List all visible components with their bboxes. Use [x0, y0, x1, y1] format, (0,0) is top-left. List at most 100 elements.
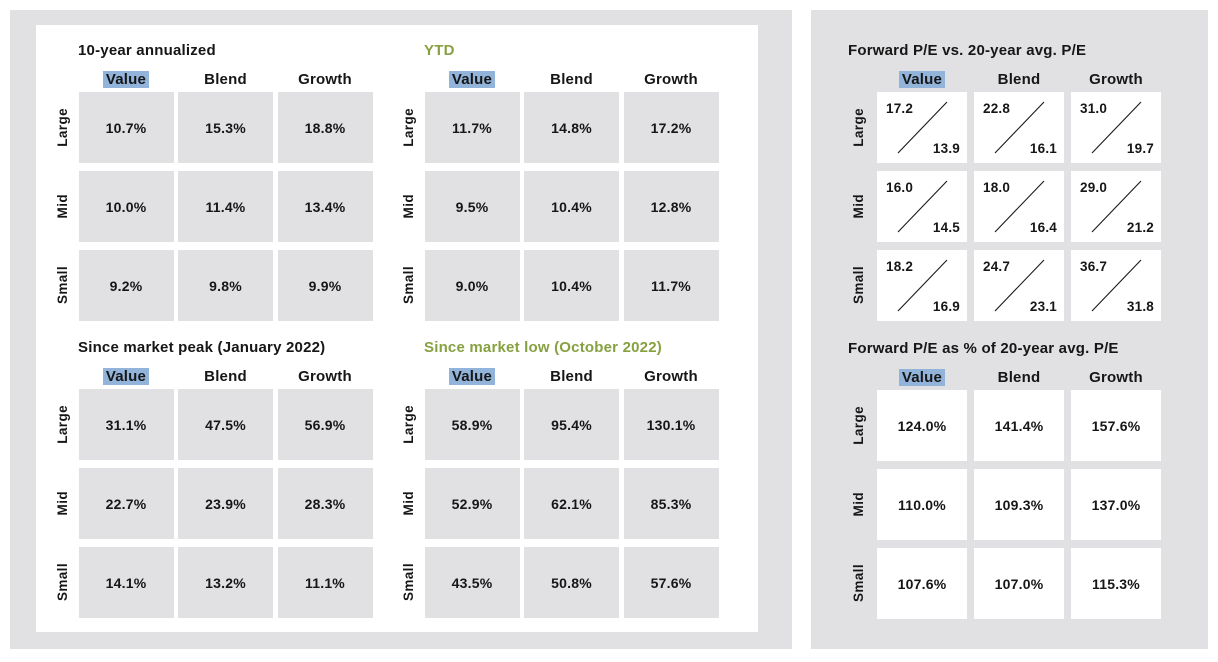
- cell-small-growth: 11.1%: [277, 547, 373, 618]
- cell-large-value: 124.0%: [877, 390, 967, 461]
- cell-mid-value-pe: 16.0 14.5: [877, 171, 967, 242]
- grid-title: 10-year annualized: [78, 42, 216, 59]
- grid-title: Forward P/E as % of 20-year avg. P/E: [848, 340, 1119, 357]
- cell-mid-growth: 12.8%: [623, 171, 719, 242]
- avg-pe: 16.1: [1029, 141, 1057, 156]
- grid-10-year-annualized: 10-year annualized Value Blend Growth La…: [50, 42, 373, 321]
- column-header-blend: Blend: [204, 368, 247, 385]
- value-highlight: Value: [448, 71, 496, 88]
- diagonal-divider: [1091, 180, 1142, 233]
- cell-small-growth-pe: 36.7 31.8: [1071, 250, 1161, 321]
- cell-large-growth: 18.8%: [277, 92, 373, 163]
- cell-small-blend-pe: 24.7 23.1: [974, 250, 1064, 321]
- column-headers: Value Blend Growth: [846, 71, 1161, 88]
- cell-large-value-pe: 17.2 13.9: [877, 92, 967, 163]
- column-header-growth: Growth: [1089, 369, 1143, 386]
- cell-large-value: 11.7%: [424, 92, 520, 163]
- diagonal-divider: [1091, 101, 1142, 154]
- cell-small-blend: 10.4%: [524, 250, 619, 321]
- row-label-large: Large: [850, 108, 866, 147]
- grid-title: Since market low (October 2022): [424, 339, 662, 356]
- forward-pe: 16.0: [886, 180, 914, 195]
- row-mid: Mid 9.5% 10.4% 12.8%: [396, 171, 719, 242]
- cell-mid-blend: 23.9%: [178, 468, 273, 539]
- row-label-mid: Mid: [400, 194, 416, 219]
- returns-panel: 10-year annualized Value Blend Growth La…: [10, 10, 792, 649]
- cell-mid-value: 110.0%: [877, 469, 967, 540]
- column-header-value: Value: [877, 71, 967, 88]
- avg-pe: 14.5: [932, 220, 960, 235]
- row-small: Small 18.2 16.9 24.7 23.1 36.7 31.8: [846, 250, 1161, 321]
- row-label-small: Small: [850, 564, 866, 603]
- avg-pe: 31.8: [1126, 299, 1154, 314]
- column-header-growth: Growth: [644, 71, 698, 88]
- row-label-small: Small: [400, 563, 416, 602]
- row-label-small: Small: [850, 266, 866, 305]
- cell-large-blend: 141.4%: [974, 390, 1064, 461]
- cell-small-value: 107.6%: [877, 548, 967, 619]
- avg-pe: 19.7: [1126, 141, 1154, 156]
- row-label-mid: Mid: [54, 491, 70, 516]
- row-label-large: Large: [400, 108, 416, 147]
- row-mid: Mid 16.0 14.5 18.0 16.4 29.0 21.2: [846, 171, 1161, 242]
- row-mid: Mid 22.7% 23.9% 28.3%: [50, 468, 373, 539]
- avg-pe: 13.9: [932, 141, 960, 156]
- diagonal-divider: [994, 259, 1045, 312]
- cell-large-growth: 157.6%: [1071, 390, 1161, 461]
- column-header-value: Value: [79, 368, 174, 385]
- row-label-large: Large: [54, 108, 70, 147]
- cell-mid-growth-pe: 29.0 21.2: [1071, 171, 1161, 242]
- column-header-value: Value: [425, 71, 520, 88]
- column-headers: Value Blend Growth: [50, 71, 373, 88]
- column-header-growth: Growth: [298, 71, 352, 88]
- column-header-value: Value: [425, 368, 520, 385]
- forward-pe: 18.2: [886, 259, 914, 274]
- value-highlight: Value: [102, 71, 150, 88]
- cell-small-blend: 13.2%: [178, 547, 273, 618]
- row-large: Large 31.1% 47.5% 56.9%: [50, 389, 373, 460]
- avg-pe: 16.4: [1029, 220, 1057, 235]
- row-label-small: Small: [54, 266, 70, 305]
- cell-large-blend: 95.4%: [524, 389, 619, 460]
- column-header-blend: Blend: [997, 71, 1041, 88]
- cell-large-value: 10.7%: [78, 92, 174, 163]
- cell-small-blend: 107.0%: [974, 548, 1064, 619]
- cell-large-blend: 47.5%: [178, 389, 273, 460]
- cell-mid-blend-pe: 18.0 16.4: [974, 171, 1064, 242]
- forward-pe: 24.7: [983, 259, 1011, 274]
- row-label-large: Large: [850, 406, 866, 445]
- cell-mid-value: 52.9%: [424, 468, 520, 539]
- row-large: Large 17.2 13.9 22.8 16.1 31.0 19.7: [846, 92, 1161, 163]
- cell-large-blend: 14.8%: [524, 92, 619, 163]
- grid-forward-pe-pct-of-avg: Forward P/E as % of 20-year avg. P/E Val…: [846, 340, 1161, 619]
- forward-pe: 22.8: [983, 101, 1011, 116]
- row-large: Large 11.7% 14.8% 17.2%: [396, 92, 719, 163]
- forward-pe: 31.0: [1080, 101, 1108, 116]
- avg-pe: 16.9: [932, 299, 960, 314]
- grid-since-market-low: Since market low (October 2022) Value Bl…: [396, 339, 719, 618]
- valuation-panel: Forward P/E vs. 20-year avg. P/E Value B…: [811, 10, 1208, 649]
- column-headers: Value Blend Growth: [846, 369, 1161, 386]
- row-mid: Mid 110.0% 109.3% 137.0%: [846, 469, 1161, 540]
- row-label-large: Large: [54, 405, 70, 444]
- row-label-mid: Mid: [850, 492, 866, 517]
- diagonal-divider: [897, 101, 948, 154]
- cell-small-blend: 50.8%: [524, 547, 619, 618]
- cell-small-growth: 115.3%: [1071, 548, 1161, 619]
- cell-mid-value: 9.5%: [424, 171, 520, 242]
- value-highlight: Value: [102, 368, 150, 385]
- column-header-blend: Blend: [204, 71, 247, 88]
- grid-ytd: YTD Value Blend Growth Large 11.7% 14.8%…: [396, 42, 719, 321]
- cell-small-growth: 11.7%: [623, 250, 719, 321]
- row-label-mid: Mid: [850, 194, 866, 219]
- row-label-mid: Mid: [54, 194, 70, 219]
- forward-pe: 36.7: [1080, 259, 1108, 274]
- value-highlight: Value: [448, 368, 496, 385]
- cell-small-value: 43.5%: [424, 547, 520, 618]
- cell-mid-blend: 62.1%: [524, 468, 619, 539]
- value-highlight: Value: [898, 369, 946, 386]
- cell-small-value: 9.2%: [78, 250, 174, 321]
- row-small: Small 9.2% 9.8% 9.9%: [50, 250, 373, 321]
- cell-mid-blend: 11.4%: [178, 171, 273, 242]
- cell-small-blend: 9.8%: [178, 250, 273, 321]
